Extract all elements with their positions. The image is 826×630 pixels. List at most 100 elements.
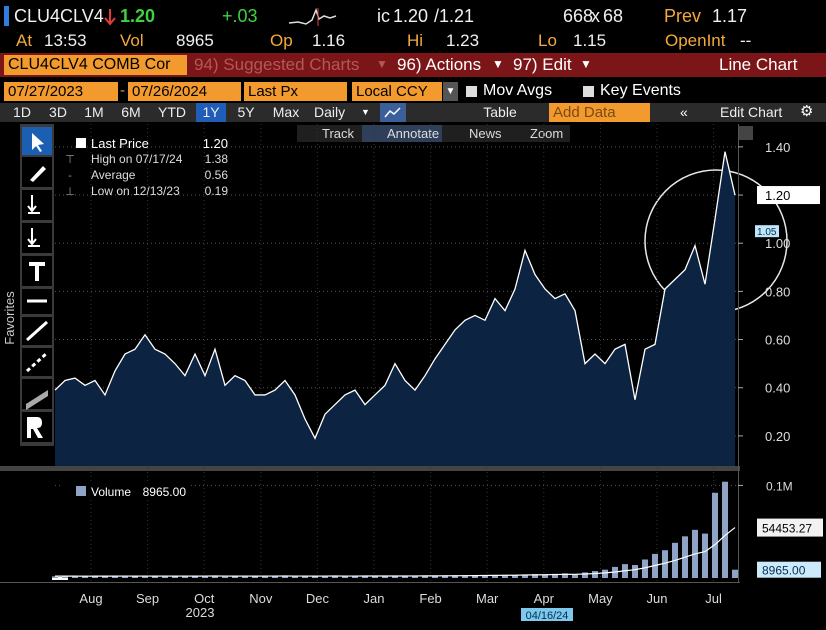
volume-last-tag xyxy=(757,561,821,578)
legend-name: Last Price xyxy=(91,136,149,151)
ticker: CLU4CLV4 xyxy=(14,6,104,26)
volume-bar xyxy=(272,576,278,578)
volume-bar xyxy=(582,572,588,578)
stat-value: -- xyxy=(740,31,752,50)
period-button[interactable]: 5Y xyxy=(237,104,255,120)
volume-bar xyxy=(472,575,478,578)
settings-icon[interactable]: ⚙ xyxy=(800,103,814,120)
legend-label: Low on 12/13/23 xyxy=(91,184,180,198)
edit-chart[interactable]: Edit Chart xyxy=(720,104,783,120)
mov-avgs[interactable]: Mov Avgs xyxy=(483,82,553,99)
down-arrow xyxy=(104,9,116,26)
net-change: +.03 xyxy=(222,6,258,26)
caret: ▼ xyxy=(492,57,504,71)
tool[interactable] xyxy=(22,190,52,220)
line-icon[interactable] xyxy=(380,103,406,122)
chart-tool: News xyxy=(469,126,502,141)
key-events[interactable]: Key Events xyxy=(600,82,681,99)
volume-bar xyxy=(532,574,538,578)
volume-bar xyxy=(92,576,98,578)
prev-label: Prev xyxy=(664,6,702,26)
pen-tool[interactable] xyxy=(22,157,52,187)
caret: ▼ xyxy=(361,107,370,117)
legend-label: High on 07/17/24 xyxy=(91,152,183,166)
collapse-icon[interactable]: « xyxy=(680,104,688,120)
period-button[interactable]: 3D xyxy=(49,104,67,120)
end-date[interactable]: 07/26/2024 xyxy=(128,82,241,101)
volume-bar xyxy=(212,576,218,578)
volume-bar xyxy=(642,559,648,578)
legend-value: 1.38 xyxy=(205,152,229,166)
text-icon xyxy=(29,262,45,281)
pointer-icon xyxy=(32,133,44,152)
price-area xyxy=(55,151,735,466)
date-dash: - xyxy=(120,82,125,99)
volume-bar xyxy=(152,576,158,578)
chart-tool: Annotate xyxy=(387,126,439,141)
prev-value: 1.17 xyxy=(712,6,748,26)
volume-bar xyxy=(332,576,338,578)
volume-bar xyxy=(442,575,448,578)
volume-bar xyxy=(362,576,368,578)
y-tick-label: 1.00 xyxy=(765,236,790,251)
volume-ma-line xyxy=(54,527,736,577)
ma-tag-label: 1.05 xyxy=(757,227,777,238)
panel-divider xyxy=(0,466,740,471)
currency-select[interactable]: Local CCY xyxy=(352,82,442,101)
last-price: 1.20 xyxy=(120,6,156,26)
dropdown[interactable]: ▼ xyxy=(443,82,458,101)
tool[interactable] xyxy=(22,348,52,376)
volume-bar xyxy=(112,576,118,578)
volume-bar xyxy=(372,575,378,578)
volume-bar xyxy=(252,576,258,578)
volume-bar xyxy=(382,576,388,578)
ticker-flag xyxy=(4,6,9,26)
year-label: 2023 xyxy=(186,605,215,620)
volume-bar xyxy=(62,575,68,578)
x-tick-label: Sep xyxy=(136,591,159,606)
chart-tool: Track xyxy=(322,126,355,141)
period-button[interactable]: 1D xyxy=(13,104,31,120)
table-button[interactable]: Table xyxy=(483,104,517,120)
legend-value: 1.20 xyxy=(203,136,228,151)
checkbox[interactable] xyxy=(583,86,594,97)
x-axis-line xyxy=(0,582,740,583)
y-tick-label: 0.1M xyxy=(766,479,793,493)
legend-glyph: - xyxy=(68,170,72,182)
volume-bar xyxy=(422,576,428,578)
volume-bar xyxy=(302,575,308,578)
add-data[interactable]: Add Data xyxy=(549,103,650,122)
volume-bar xyxy=(562,573,568,578)
x-tick-label: Oct xyxy=(194,591,215,606)
period-button[interactable]: Max xyxy=(272,104,300,120)
frequency[interactable]: Daily xyxy=(314,104,346,120)
ray-icon xyxy=(25,351,49,373)
period-button[interactable]: 1M xyxy=(84,104,104,120)
period-button[interactable]: YTD xyxy=(158,104,186,120)
r-icon xyxy=(27,417,43,438)
axis-button[interactable] xyxy=(739,126,753,140)
start-date[interactable]: 07/27/2023 xyxy=(4,82,118,101)
stat-value: 8965 xyxy=(176,31,214,50)
stat-value: 1.16 xyxy=(312,31,346,50)
checkbox[interactable] xyxy=(466,86,477,97)
x-tick-label: Nov xyxy=(249,591,273,606)
volume-bar xyxy=(492,575,498,578)
volume-legend-box xyxy=(60,482,190,500)
field-select[interactable]: Last Px xyxy=(244,82,347,101)
stat-label: Lo xyxy=(538,31,557,50)
x-tick-label: Jan xyxy=(364,591,385,606)
ma-tag xyxy=(755,225,779,238)
tool[interactable] xyxy=(22,223,52,253)
stat-value: 1.15 xyxy=(573,31,607,50)
period-button[interactable]: 6M xyxy=(121,104,141,120)
x-tick-label: Feb xyxy=(419,591,441,606)
volume-bar xyxy=(192,576,198,578)
menu-item[interactable]: 96) Actions xyxy=(397,55,482,74)
chart-type[interactable]: Line Chart xyxy=(719,55,798,74)
x-tick-label: May xyxy=(588,591,613,606)
period-button[interactable]: 1Y xyxy=(196,103,226,122)
menu-item[interactable]: 97) Edit xyxy=(513,55,572,74)
security-field[interactable]: CLU4CLV4 COMB Cor xyxy=(4,55,187,75)
y-tick-label: 0.20 xyxy=(765,429,790,444)
